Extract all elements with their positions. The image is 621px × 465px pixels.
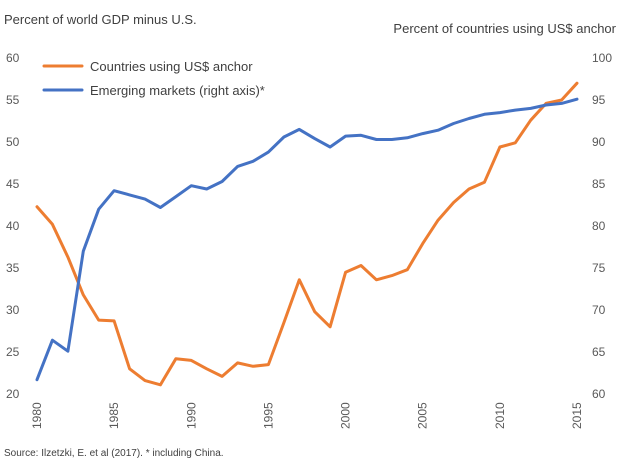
left-y-tick-label: 30 — [6, 303, 20, 317]
right-y-tick-label: 90 — [592, 135, 606, 149]
series-lines — [35, 81, 579, 387]
right-y-tick-label: 75 — [592, 261, 606, 275]
left-y-tick-label: 50 — [6, 135, 20, 149]
left-y-tick-label: 55 — [6, 93, 20, 107]
x-axis: 1980 1985 1990 1995 2000 2005 2010 2015 — [30, 402, 584, 429]
right-y-tick-label: 100 — [592, 51, 612, 65]
right-y-tick-label: 60 — [592, 387, 606, 401]
legend-label: Emerging markets (right axis)* — [90, 83, 265, 98]
right-y-axis: 100 95 90 85 80 75 70 65 60 — [592, 51, 612, 401]
series-line-usd-anchor-countries — [35, 81, 579, 387]
right-y-tick-label: 65 — [592, 345, 606, 359]
right-y-tick-label: 85 — [592, 177, 606, 191]
source-note: Source: Ilzetzki, E. et al (2017). * inc… — [4, 448, 224, 459]
legend-label: Countries using US$ anchor — [90, 59, 253, 74]
x-tick-label: 1990 — [184, 402, 198, 429]
left-axis-title: Percent of world GDP minus U.S. — [4, 12, 197, 27]
series-line-emerging-markets — [35, 97, 579, 382]
left-y-tick-label: 35 — [6, 261, 20, 275]
x-tick-label: 2015 — [570, 402, 584, 429]
left-y-tick-label: 20 — [6, 387, 20, 401]
legend: Countries using US$ anchor Emerging marke… — [42, 59, 265, 98]
left-y-tick-label: 40 — [6, 219, 20, 233]
right-y-tick-label: 70 — [592, 303, 606, 317]
x-tick-label: 1995 — [261, 402, 275, 429]
x-tick-label: 2010 — [493, 402, 507, 429]
right-y-tick-label: 95 — [592, 93, 606, 107]
left-y-axis: 60 55 50 45 40 35 30 25 20 — [6, 51, 20, 401]
left-y-tick-label: 60 — [6, 51, 20, 65]
x-tick-label: 1980 — [30, 402, 44, 429]
right-y-tick-label: 80 — [592, 219, 606, 233]
left-y-tick-label: 45 — [6, 177, 20, 191]
right-axis-title: Percent of countries using US$ anchor — [393, 21, 616, 36]
x-tick-label: 2000 — [339, 402, 353, 429]
x-tick-label: 1985 — [107, 402, 121, 429]
x-tick-label: 2005 — [416, 402, 430, 429]
left-y-tick-label: 25 — [6, 345, 20, 359]
